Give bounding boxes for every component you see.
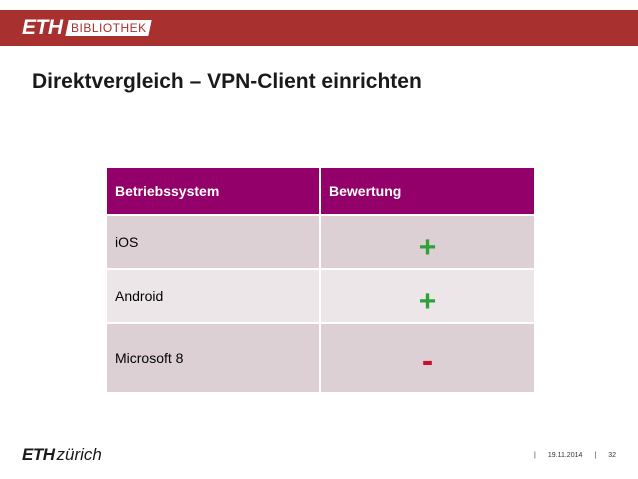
header-betriebssystem: Betriebssystem	[107, 168, 321, 216]
logo-bibliothek-box: BIBLIOTHEK	[64, 20, 151, 36]
footer-meta: | 19.11.2014 | 32	[534, 452, 616, 459]
header-bar: ETH BIBLIOTHEK	[0, 10, 638, 46]
table-row: iOS +	[107, 215, 534, 270]
table-row: Microsoft 8 -	[107, 323, 534, 392]
os-cell: Microsoft 8	[107, 323, 321, 392]
logo-eth-text: ETH	[22, 16, 63, 39]
rating-cell: +	[320, 215, 534, 270]
comparison-table: Betriebssystem Bewertung iOS + Android +…	[107, 168, 534, 392]
table-header-row: Betriebssystem Bewertung	[107, 168, 534, 216]
plus-icon: +	[418, 231, 437, 264]
logo-bibliothek-text: BIBLIOTHEK	[70, 21, 147, 35]
footer-date: 19.11.2014	[547, 452, 583, 459]
footer-logo-zurich: zürich	[56, 445, 102, 464]
header-bewertung: Bewertung	[320, 168, 534, 216]
page-number: 32	[608, 452, 616, 459]
eth-bibliothek-logo[interactable]: ETH BIBLIOTHEK	[22, 16, 151, 39]
rating-cell: +	[320, 269, 534, 324]
os-cell: iOS	[107, 215, 321, 270]
footer-separator: |	[594, 452, 597, 459]
plus-icon: +	[418, 285, 437, 318]
minus-icon: -	[421, 342, 434, 380]
footer-logo-eth: ETH	[22, 445, 55, 464]
eth-zurich-logo: ETH zürich	[22, 445, 102, 465]
table-row: Android +	[107, 269, 534, 324]
slide-title: Direktvergleich – VPN-Client einrichten	[32, 70, 422, 93]
footer-separator: |	[534, 452, 536, 459]
rating-cell: -	[320, 323, 534, 392]
os-cell: Android	[107, 269, 321, 324]
